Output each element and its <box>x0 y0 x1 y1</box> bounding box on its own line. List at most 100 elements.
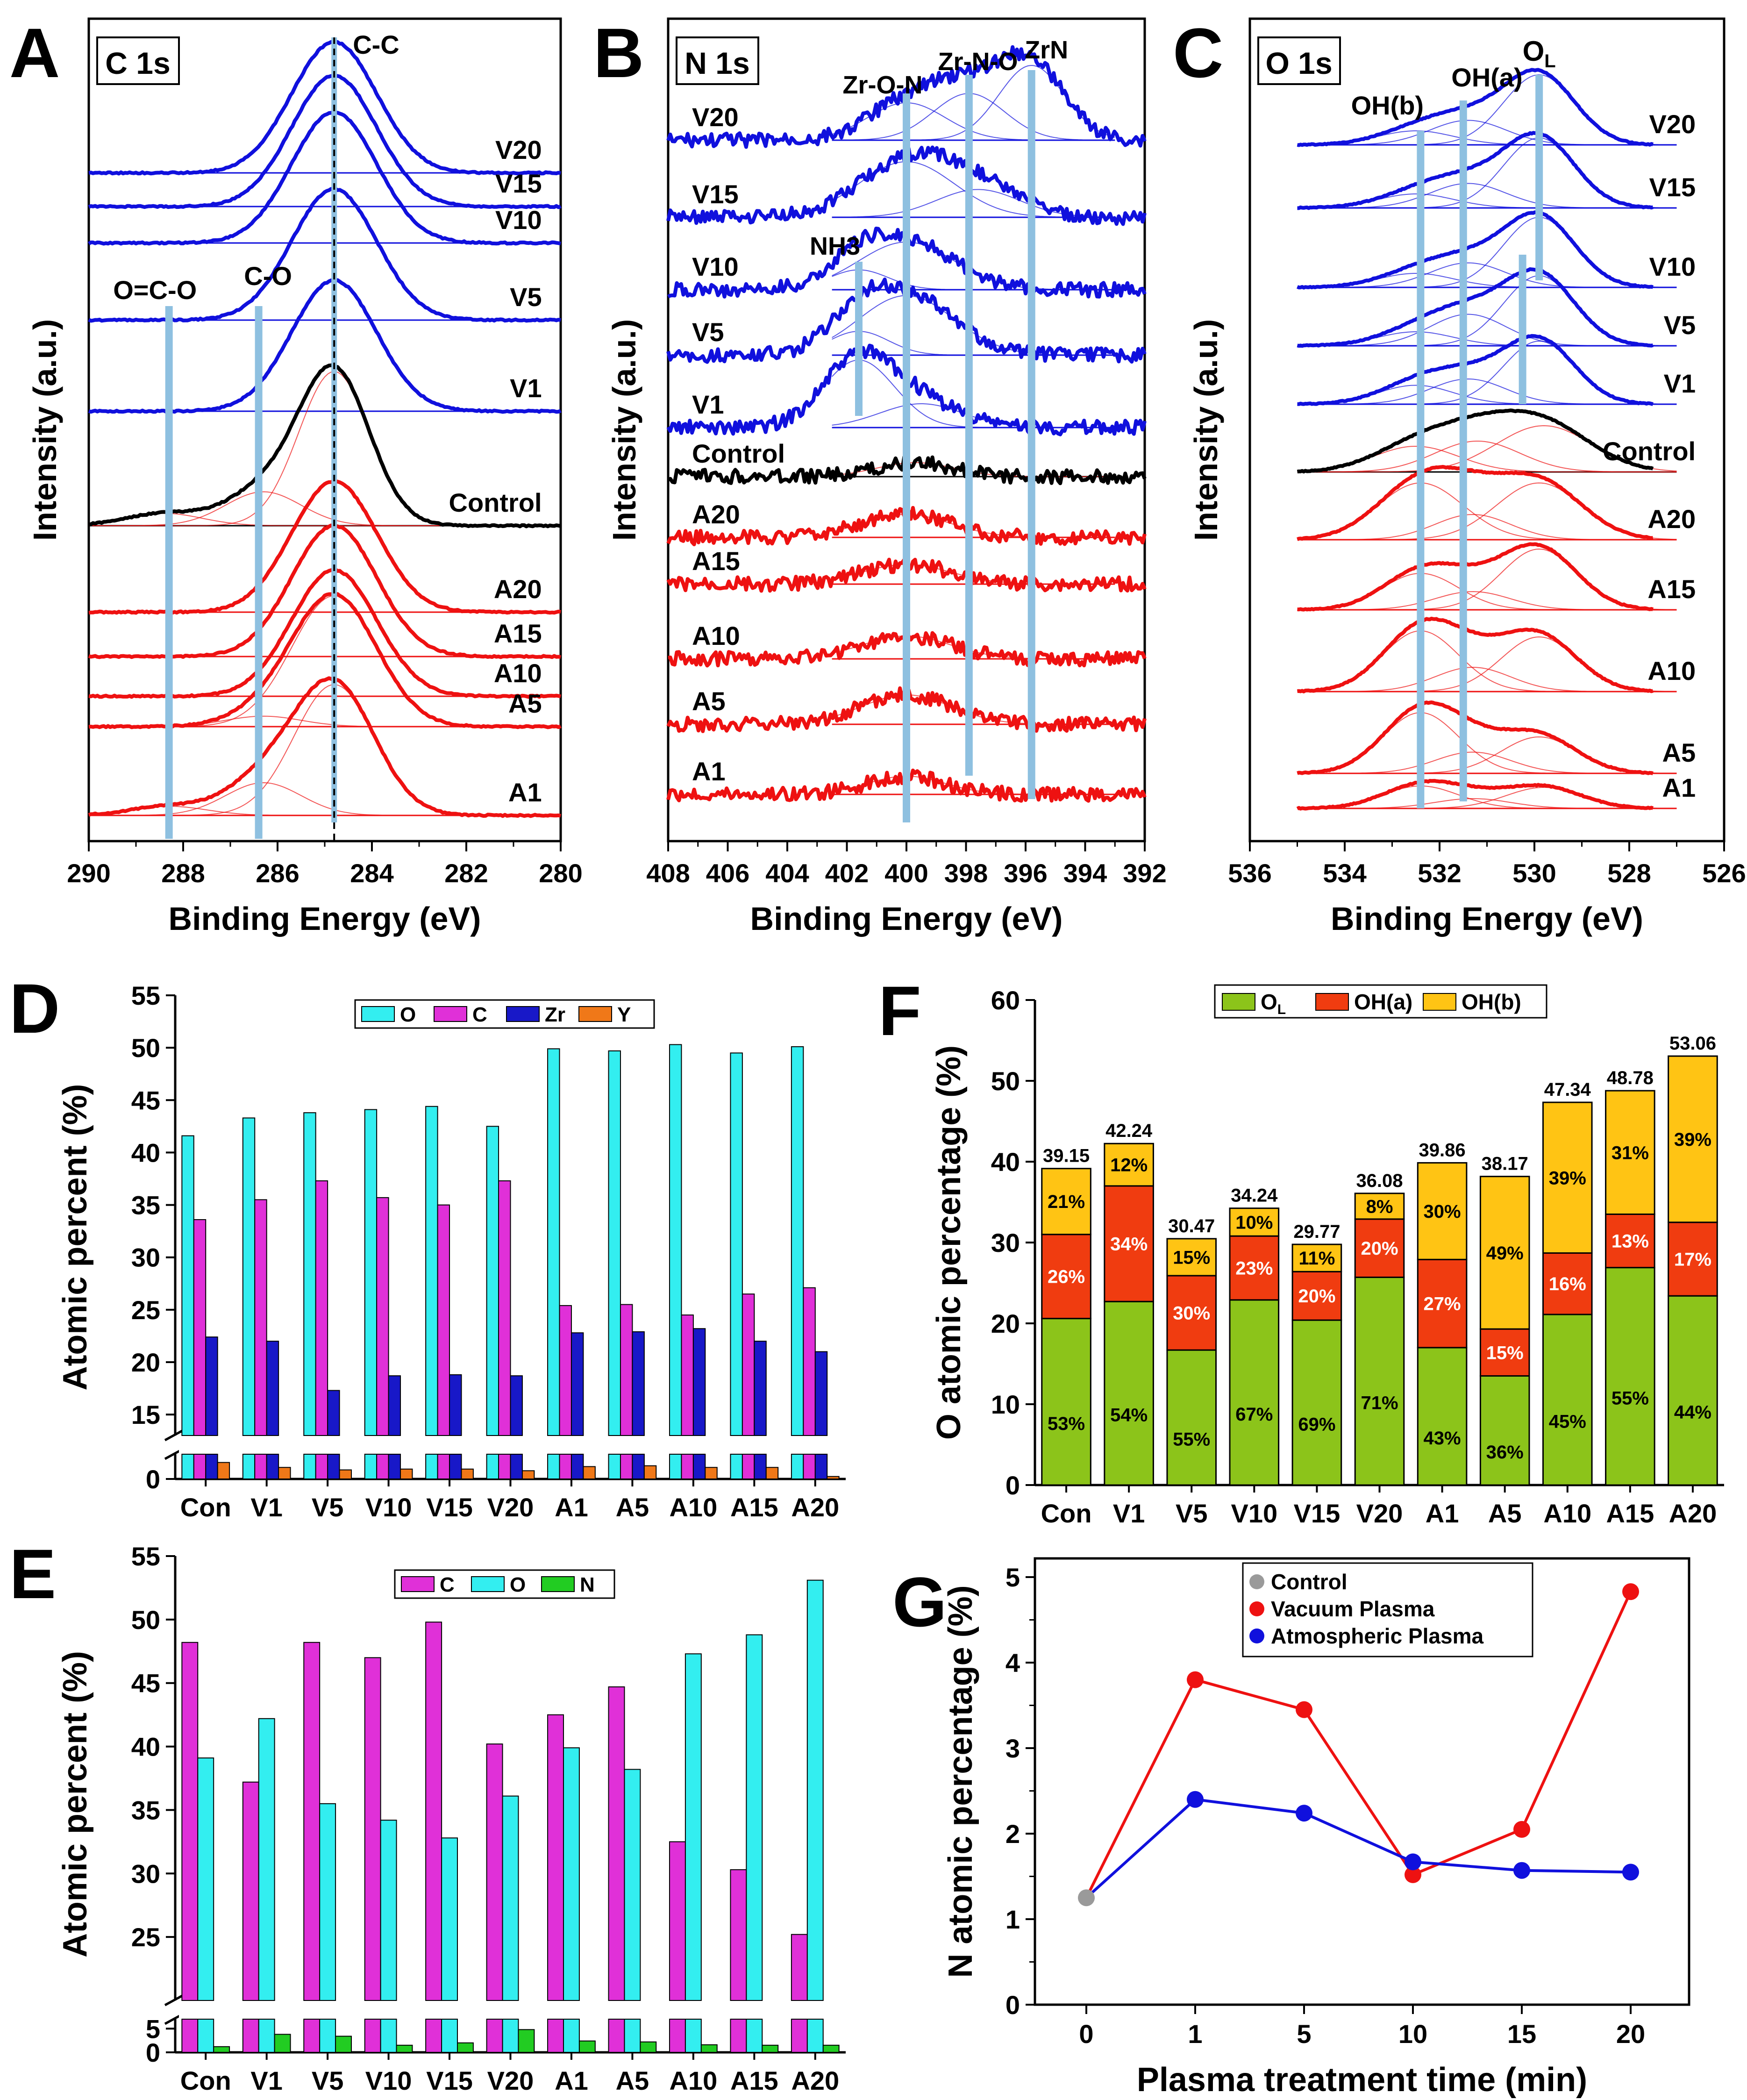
x-tick-label: V10 <box>365 1493 412 1522</box>
x-axis-label: Binding Energy (eV) <box>1331 900 1643 937</box>
bar-o <box>303 1112 316 1436</box>
trace-label: A10 <box>692 621 740 650</box>
bar-y <box>461 1468 474 1480</box>
segment-label: 8% <box>1366 1196 1393 1217</box>
spectrum-trace <box>1297 616 1654 693</box>
trace-label: A15 <box>692 546 740 576</box>
total-label: 42.24 <box>1105 1121 1153 1141</box>
x-axis-label: Binding Energy (eV) <box>750 900 1063 937</box>
bar-segment-ohb <box>1041 1168 1091 1236</box>
data-point <box>1296 1805 1312 1822</box>
y-tick-label: 45 <box>131 1669 160 1698</box>
bar-o <box>319 1803 336 2001</box>
bar-zr-lower <box>388 1454 401 1479</box>
bar-c-lower <box>486 2019 503 2053</box>
y-tick-label: 50 <box>991 1066 1020 1096</box>
bar-o-lower <box>242 1454 256 1479</box>
bar-zr-lower <box>449 1454 462 1479</box>
y-tick-label: 20 <box>131 1348 160 1377</box>
spectrum-trace <box>87 111 561 246</box>
fit-component <box>832 93 1115 141</box>
bar-segment-ol <box>1041 1318 1091 1486</box>
bar-o <box>380 1820 397 2001</box>
title-box <box>676 36 759 85</box>
peak-label: OH(a) <box>1451 63 1522 92</box>
segment-label: 44% <box>1674 1402 1711 1423</box>
bar-zr <box>327 1390 340 1436</box>
spectrum-trace <box>1297 131 1654 210</box>
bar-c <box>425 1621 442 2001</box>
legend-label: O <box>510 1573 526 1596</box>
data-point-control <box>1078 1889 1095 1907</box>
y-tick-label: 15 <box>131 1400 160 1429</box>
bar-o-lower <box>197 2019 214 2053</box>
trace-label: Control <box>449 488 542 517</box>
bar-segment-ohb <box>1291 1243 1342 1272</box>
ol-subscript: L <box>1277 1002 1286 1017</box>
spectrum-trace <box>1297 542 1654 612</box>
x-tick-label: 526 <box>1702 858 1746 888</box>
fit-component <box>89 525 561 657</box>
segment-label: 55% <box>1173 1429 1210 1450</box>
trace-label: V10 <box>692 252 739 281</box>
y-tick-label: 0 <box>1005 1990 1020 2020</box>
bar-y <box>521 1470 535 1479</box>
spectrum-trace <box>1297 267 1654 348</box>
x-tick-label: 404 <box>765 858 809 888</box>
bar-c-lower <box>254 1454 267 1479</box>
bar-o-lower <box>319 2019 336 2053</box>
spectrum-trace <box>1297 334 1654 406</box>
segment-label: 34% <box>1110 1234 1148 1255</box>
bar-c <box>303 1642 321 2001</box>
panel-letter: D <box>9 969 60 1048</box>
x-tick-label: V1 <box>250 1493 283 1522</box>
y-axis-label: Atomic percent (%) <box>57 1084 94 1390</box>
trace-label: A1 <box>508 778 542 807</box>
panel-letter: C <box>1173 14 1223 92</box>
bar-y <box>278 1467 291 1479</box>
bar-segment-ohb <box>1166 1238 1217 1277</box>
bar-n <box>822 2044 840 2053</box>
segment-label: 69% <box>1298 1414 1335 1435</box>
x-tick-label: A15 <box>730 1493 778 1522</box>
bar-n <box>700 2044 718 2053</box>
bar-c <box>254 1199 267 1436</box>
bar-c-lower <box>620 1454 633 1479</box>
plot-frame <box>87 17 562 843</box>
bar-o-lower <box>563 2019 580 2053</box>
x-tick-label: V1 <box>1113 1499 1145 1528</box>
bar-segment-ohb <box>1354 1193 1405 1220</box>
bar-zr-lower <box>510 1454 523 1479</box>
x-tick-label: 280 <box>539 858 582 888</box>
total-label: 38.17 <box>1482 1154 1528 1174</box>
x-axis-label: Plasma treatment time (min) <box>1137 2061 1587 2099</box>
x-tick-label: V15 <box>426 2066 473 2095</box>
bar-o <box>563 1747 580 2001</box>
bar-segment-oha <box>1291 1271 1342 1321</box>
bar-o <box>258 1718 275 2001</box>
y-tick-label: 5 <box>1005 1563 1020 1592</box>
total-label: 39.15 <box>1043 1146 1090 1166</box>
x-tick-label: 394 <box>1063 858 1107 888</box>
bar-y <box>217 1462 230 1480</box>
axis-break-band <box>179 1436 846 1453</box>
trace-label: A20 <box>692 500 740 529</box>
panel-title: N 1s <box>685 46 749 80</box>
segment-label: 55% <box>1612 1388 1649 1408</box>
y-tick-label: 40 <box>991 1147 1020 1177</box>
panel-a: C 1s 290 288 286 284 282 280 Binding Energy (eV… <box>27 17 583 937</box>
bar-segment-ol <box>1166 1349 1217 1486</box>
bar-c-lower <box>242 2019 259 2053</box>
trace-label: V5 <box>1664 310 1696 340</box>
fit-component <box>832 403 1115 428</box>
data-point <box>1513 1821 1530 1838</box>
fit-component <box>89 569 561 697</box>
spectrum-trace <box>88 39 561 176</box>
bar-y <box>339 1469 352 1479</box>
segment-label: 31% <box>1612 1143 1649 1163</box>
bar-c <box>498 1180 511 1436</box>
legend-marker <box>1249 1601 1264 1616</box>
fit-component <box>1297 636 1677 692</box>
segment-label: 54% <box>1110 1405 1148 1426</box>
